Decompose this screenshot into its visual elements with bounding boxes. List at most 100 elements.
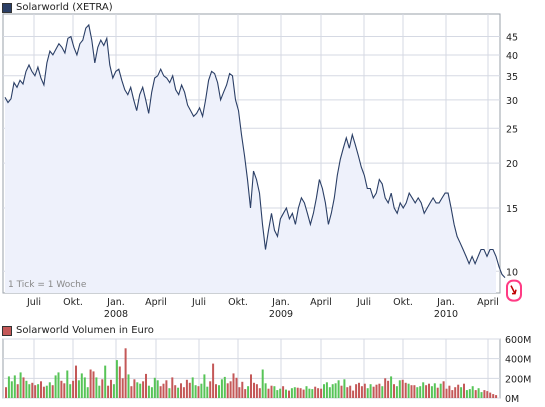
price-tick-30: 30 — [506, 96, 518, 107]
volume-bar — [244, 389, 247, 398]
volume-bar — [352, 390, 355, 398]
volume-bar — [308, 388, 311, 398]
x-tick-label: Okt. — [393, 297, 413, 308]
volume-bar — [288, 390, 290, 398]
volume-bar — [104, 365, 107, 398]
volume-bar — [480, 392, 483, 398]
volume-bar — [194, 385, 197, 398]
volume-bar — [253, 382, 255, 398]
volume-bar — [48, 382, 51, 398]
volume-bar — [290, 388, 293, 398]
volume-bar — [323, 384, 325, 398]
volume-bar — [121, 378, 124, 398]
volume-bar — [72, 380, 75, 398]
volume-bar — [369, 384, 372, 398]
volume-bar — [60, 380, 63, 398]
volume-bar — [264, 383, 267, 399]
x-tick-label: April — [310, 297, 332, 308]
volume-bar — [401, 379, 404, 398]
volume-bar — [279, 388, 282, 398]
volume-bar — [203, 374, 206, 398]
x-tick-label: Juli — [26, 297, 41, 308]
volume-bar — [110, 379, 112, 398]
volume-bar — [454, 387, 457, 398]
volume-bar — [331, 384, 334, 398]
annotation-circle — [506, 279, 522, 302]
volume-bar — [171, 377, 174, 398]
volume-bar — [145, 373, 147, 398]
volume-bar — [305, 386, 308, 398]
volume-bar — [5, 387, 7, 398]
volume-bar — [212, 363, 215, 398]
volume-bar — [223, 376, 226, 398]
volume-legend-swatch — [2, 326, 12, 336]
volume-bar — [460, 387, 463, 398]
volume-bar — [360, 386, 363, 398]
volume-bar — [142, 381, 145, 398]
volume-bar — [89, 369, 92, 398]
volume-bar — [349, 385, 352, 398]
volume-bar — [118, 366, 121, 398]
volume-bar — [238, 387, 241, 398]
volume-bar — [393, 384, 395, 398]
volume-bar — [433, 383, 436, 399]
volume-bar — [451, 390, 454, 398]
volume-bar — [226, 383, 229, 399]
volume-bar — [314, 386, 317, 398]
volume-bar — [285, 389, 287, 398]
volume-bar — [133, 379, 136, 398]
x-tick-label: Okt. — [228, 297, 248, 308]
volume-bar — [375, 384, 378, 398]
volume-bar — [407, 383, 410, 398]
volume-bar — [404, 382, 407, 398]
volume-bar — [25, 380, 28, 398]
volume-bar — [395, 386, 398, 398]
volume-bar — [124, 348, 127, 398]
volume-bar — [363, 383, 366, 398]
price-line — [4, 23, 506, 278]
volume-bar — [150, 387, 153, 398]
volume-bar — [215, 384, 217, 398]
volume-bar — [445, 388, 448, 398]
volume-bar — [398, 380, 401, 398]
volume-bar — [328, 387, 331, 398]
volume-bar — [311, 389, 314, 398]
volume-bar — [241, 381, 244, 398]
volume-bar — [177, 387, 180, 398]
volume-bar — [80, 373, 83, 398]
volume-bar — [355, 384, 358, 398]
volume-bar — [86, 387, 89, 398]
volume-bar — [54, 375, 57, 398]
volume-bar — [416, 387, 419, 398]
annotation-arrow-icon — [510, 285, 517, 295]
volume-bar — [229, 381, 232, 398]
volume-bar — [209, 381, 212, 398]
volume-bar — [220, 379, 223, 398]
price-tick-15: 15 — [506, 204, 518, 215]
volume-tick-label: 600M — [505, 335, 531, 346]
volume-bar — [439, 383, 442, 398]
pink-circle-annotation — [506, 279, 522, 302]
volume-bar — [153, 377, 156, 398]
volume-bar — [471, 386, 474, 398]
volume-y-axis: 0M 200M 400M 600M — [505, 335, 531, 405]
x-tick-label: Juli — [356, 297, 371, 308]
volume-bar — [197, 386, 200, 398]
volume-bar — [51, 385, 54, 398]
x-tick-label: April — [477, 297, 499, 308]
volume-bar — [191, 377, 194, 398]
volume-bar — [174, 385, 177, 398]
volume-bar — [325, 382, 328, 398]
volume-bar — [495, 395, 498, 398]
volume-bar — [442, 381, 445, 398]
volume-bar — [77, 380, 80, 398]
volume-bar — [261, 369, 264, 398]
volume-bar — [258, 388, 261, 398]
volume-bar — [381, 386, 384, 398]
x-tick-label: Jan. — [106, 297, 125, 308]
volume-bar — [22, 377, 25, 398]
volume-bar — [232, 373, 235, 398]
volume-bar — [156, 380, 159, 398]
volume-bar — [165, 380, 168, 398]
